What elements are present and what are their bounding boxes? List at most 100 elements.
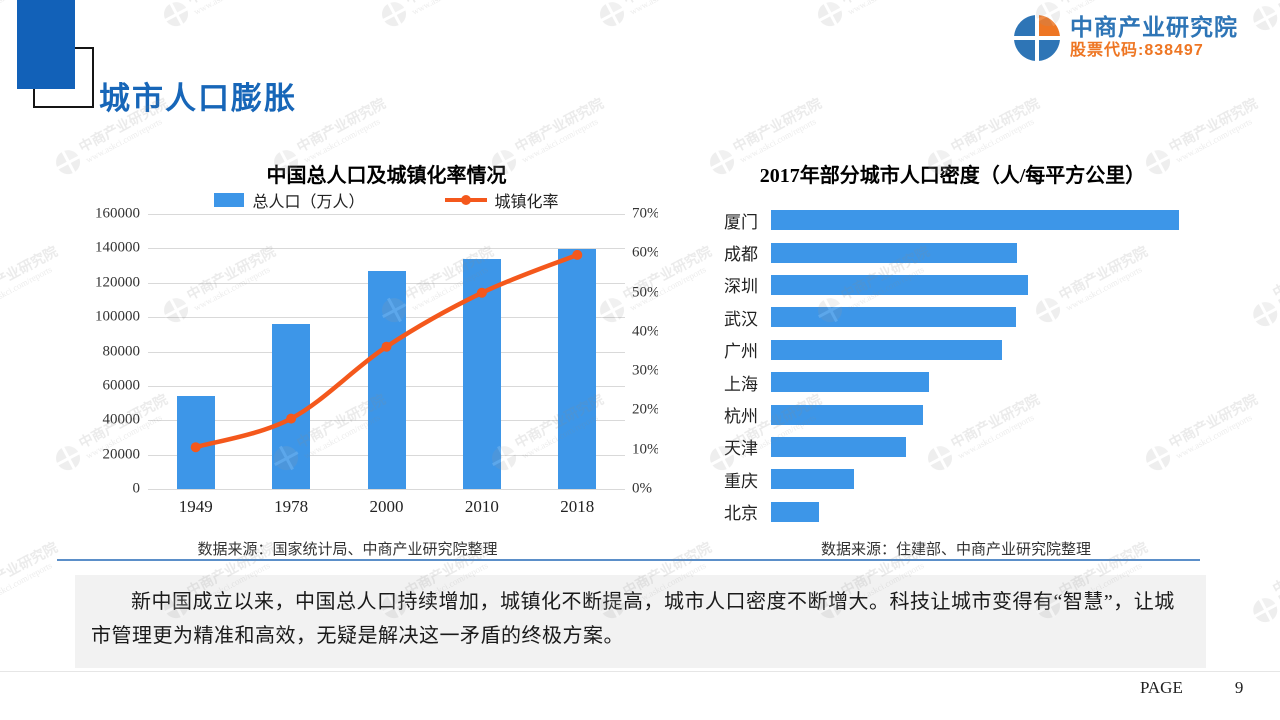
right-axis-label: 0% bbox=[632, 480, 652, 497]
legend-dot-icon bbox=[460, 195, 471, 205]
city-label: 北京 bbox=[724, 504, 758, 524]
city-label: 重庆 bbox=[724, 471, 758, 491]
chart-row: 重庆 bbox=[680, 463, 1225, 495]
source-note: 数据来源：住建部、中商产业研究院整理 bbox=[820, 542, 1091, 558]
plot-area: 0 20000 40000 60000 80000 100000 120000 140000 1… bbox=[95, 206, 658, 517]
page-number: 9 bbox=[1234, 678, 1244, 697]
chart-row: 成都 bbox=[680, 236, 1225, 268]
line-point bbox=[286, 413, 297, 424]
summary-text: 新中国成立以来，中国总人口持续增加，城镇化不断提高，城市人口密度不断增大。科技让… bbox=[91, 591, 1175, 647]
city-bar bbox=[771, 501, 819, 522]
city-label: 天津 bbox=[724, 439, 758, 459]
bar-rows: 厦门成都深圳武汉广州上海杭州天津重庆北京 bbox=[680, 204, 1225, 528]
company-logo: 中商产业研究院 股票代码:838497 bbox=[1012, 12, 1238, 63]
city-bar bbox=[771, 242, 1018, 263]
right-axis-label: 20% bbox=[632, 401, 658, 418]
bar-track bbox=[771, 339, 1225, 360]
x-axis-label: 2018 bbox=[560, 497, 595, 516]
page-label: PAGE bbox=[1140, 678, 1183, 697]
y-axis-label: 20000 bbox=[102, 446, 141, 463]
divider-line bbox=[57, 559, 1200, 561]
chart-row: 天津 bbox=[680, 431, 1225, 463]
legend-item: 总人口（万人） bbox=[214, 188, 365, 212]
chart-row: 深圳 bbox=[680, 269, 1225, 301]
bar-track bbox=[771, 307, 1225, 328]
line-point bbox=[476, 287, 487, 298]
legend-label: 总人口（万人） bbox=[252, 194, 365, 211]
y-axis-label: 0 bbox=[132, 480, 141, 497]
city-label: 杭州 bbox=[724, 407, 758, 427]
x-axis-label: 2000 bbox=[369, 497, 404, 516]
city-label: 上海 bbox=[724, 374, 758, 394]
line-point bbox=[190, 442, 201, 453]
bar-track bbox=[771, 469, 1225, 490]
legend-item: 城镇化率 bbox=[444, 188, 559, 212]
x-axis-label: 2010 bbox=[464, 497, 499, 516]
city-bar bbox=[771, 274, 1028, 295]
city-bar bbox=[771, 469, 854, 490]
company-logo-text: 中商产业研究院 股票代码:838497 bbox=[1070, 14, 1238, 61]
decor-blue-rect bbox=[17, 0, 75, 89]
watermark-logo-icon bbox=[1249, 593, 1280, 627]
chart-row: 广州 bbox=[680, 334, 1225, 366]
grid-line bbox=[148, 248, 625, 250]
right-axis-label: 40% bbox=[632, 323, 658, 340]
y-axis-label: 120000 bbox=[95, 274, 140, 291]
right-axis-label: 50% bbox=[632, 284, 658, 301]
stock-code: 股票代码:838497 bbox=[1070, 42, 1204, 59]
grid-line bbox=[148, 214, 625, 215]
bar bbox=[367, 271, 406, 489]
city-label: 广州 bbox=[724, 342, 758, 362]
watermark-logo-icon bbox=[159, 0, 193, 31]
chart-row: 厦门 bbox=[680, 204, 1225, 236]
page-title: 城市人口膨胀 bbox=[99, 80, 297, 116]
chart-title: 2017年部分城市人口密度（人/每平方公里） bbox=[759, 164, 1146, 187]
trend-line bbox=[190, 249, 583, 453]
page-footer: PAGE 9 bbox=[1140, 678, 1243, 698]
bar-track bbox=[771, 501, 1225, 522]
x-axis-label: 1978 bbox=[274, 497, 309, 516]
bar bbox=[272, 323, 311, 489]
population-urbanization-chart: 中国总人口及城镇化率情况 总人口（万人） 城镇化率 0 20000 40000 6000… bbox=[75, 140, 658, 565]
y-axis-label: 140000 bbox=[95, 239, 140, 256]
city-density-chart: 2017年部分城市人口密度（人/每平方公里） 厦门成都深圳武汉广州上海杭州天津重… bbox=[680, 140, 1225, 565]
watermark-logo-icon bbox=[595, 0, 629, 31]
chart-row: 上海 bbox=[680, 366, 1225, 398]
x-axis-label: 1949 bbox=[178, 497, 213, 516]
city-label: 厦门 bbox=[724, 212, 758, 232]
y-axis-label: 60000 bbox=[102, 377, 141, 394]
legend-label: 城镇化率 bbox=[494, 194, 559, 211]
bar-track bbox=[771, 210, 1225, 231]
bar-track bbox=[771, 436, 1225, 457]
footer-line bbox=[0, 671, 1280, 672]
watermark-logo-icon bbox=[1249, 297, 1280, 331]
city-label: 深圳 bbox=[724, 277, 758, 297]
right-axis-label: 10% bbox=[632, 441, 658, 458]
summary-box: 新中国成立以来，中国总人口持续增加，城镇化不断提高，城市人口密度不断增大。科技让… bbox=[75, 575, 1206, 668]
right-axis-label: 30% bbox=[632, 362, 658, 379]
city-bar bbox=[771, 436, 906, 457]
city-label: 成都 bbox=[724, 245, 758, 265]
right-axis-label: 70% bbox=[632, 205, 658, 222]
bar bbox=[558, 249, 597, 489]
grid-line bbox=[148, 489, 625, 490]
legend-line-icon bbox=[444, 195, 487, 205]
chart-row: 武汉 bbox=[680, 301, 1225, 333]
city-bar bbox=[771, 372, 930, 393]
bar-track bbox=[771, 274, 1225, 295]
